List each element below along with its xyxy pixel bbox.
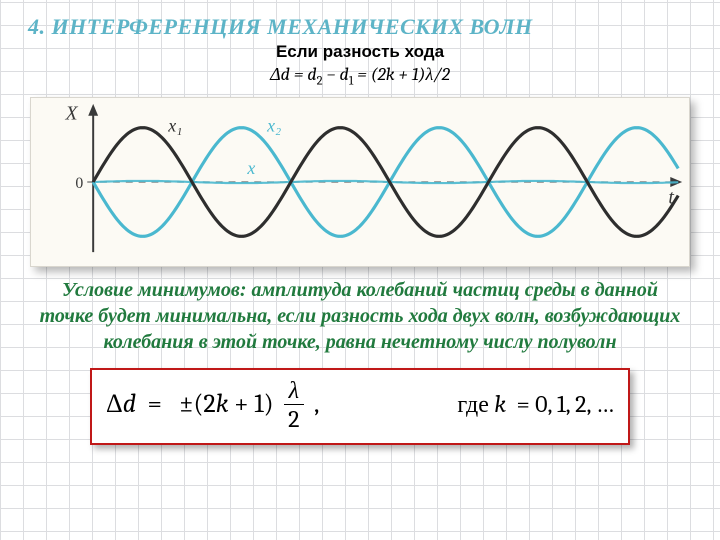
formula-small: Δd = d2 − d1 = (2k + 1)λ/2: [28, 64, 692, 89]
formula-fraction: λ 2: [284, 378, 304, 431]
formula-comma: ,: [314, 389, 319, 419]
formula-box: Δd = ±(2k + 1) λ 2 , где k = 0, 1, 2, …: [90, 368, 630, 445]
fraction-denominator: 2: [288, 405, 299, 431]
svg-text:x: x: [246, 158, 255, 178]
subtitle: Если разность хода: [28, 42, 692, 62]
svg-text:X: X: [65, 102, 79, 124]
svg-text:x₂: x₂: [266, 115, 281, 135]
svg-text:x₁: x₁: [167, 115, 182, 135]
svg-text:0: 0: [75, 175, 83, 192]
wave-svg: 0Xtx₁x₂x: [31, 98, 689, 266]
formula-lhs-prefix: Δd = ±(2k + 1): [106, 389, 274, 419]
slide-content: 4. ИНТЕРФЕРЕНЦИЯ МЕХАНИЧЕСКИХ ВОЛН Если …: [0, 0, 720, 540]
body-text: Условие минимумов: амплитуда колебаний ч…: [34, 277, 686, 356]
fraction-numerator: λ: [284, 378, 304, 405]
formula-lhs: Δd = ±(2k + 1) λ 2 ,: [106, 378, 319, 431]
slide-title: 4. ИНТЕРФЕРЕНЦИЯ МЕХАНИЧЕСКИХ ВОЛН: [28, 14, 692, 40]
formula-rhs: где k = 0, 1, 2, …: [457, 390, 614, 419]
wave-chart: 0Xtx₁x₂x: [30, 97, 690, 267]
